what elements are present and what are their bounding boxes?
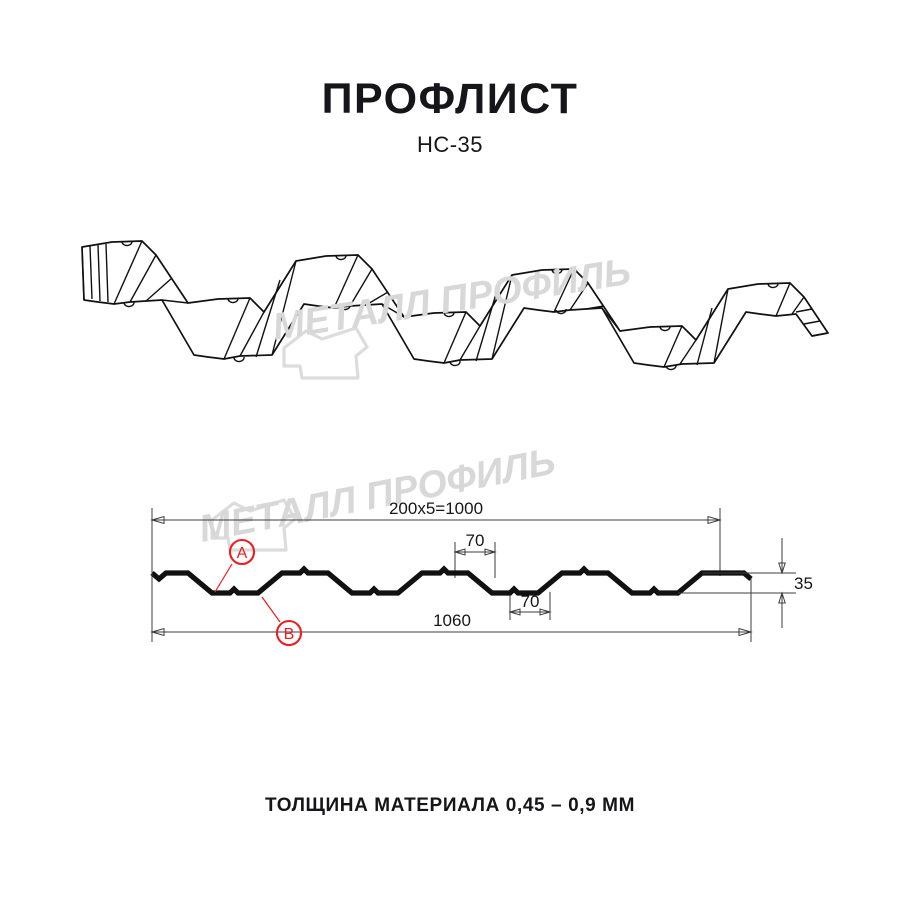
page-header: ПРОФЛИСТ НС-35 <box>0 0 900 157</box>
dimension-trough-width-label: 70 <box>521 592 540 611</box>
callout-marker-b-label: B <box>284 626 295 643</box>
product-model-label: НС-35 <box>416 132 484 157</box>
profile-section-path <box>150 565 753 596</box>
dimension-total-width: 1060 <box>150 573 753 642</box>
dimension-crest-width-label: 70 <box>466 531 485 550</box>
dimension-height-label: 35 <box>794 574 813 593</box>
watermark-logo-icon <box>282 326 369 380</box>
corrugated-sheet-body <box>81 240 829 371</box>
callout-marker-b[interactable]: B <box>261 596 303 647</box>
dimension-total-width-label: 1060 <box>433 611 471 630</box>
material-thickness-note: ТОЛЩИНА МАТЕРИАЛА 0,45 – 0,9 ММ <box>264 795 636 816</box>
dimension-overall-pitch: 200x5=1000 <box>150 499 722 580</box>
isometric-profile-view: МЕТАЛЛ ПРОФИЛЬ <box>60 220 850 420</box>
cross-section-drawing: МЕТАЛЛ ПРОФИЛЬ 200x5=1000 70 <box>110 441 813 680</box>
watermark-text-bottom: МЕТАЛЛ ПРОФИЛЬ <box>196 441 559 551</box>
dimension-overall-pitch-label: 200x5=1000 <box>389 499 483 518</box>
dimension-trough-width: 70 <box>508 592 552 620</box>
watermark-logo-icon-section <box>210 498 297 552</box>
page-title: ПРОФЛИСТ <box>321 75 579 123</box>
callout-marker-a[interactable]: A <box>214 538 256 593</box>
dimension-height: 35 <box>678 538 813 628</box>
callout-marker-a-label: A <box>237 545 248 562</box>
